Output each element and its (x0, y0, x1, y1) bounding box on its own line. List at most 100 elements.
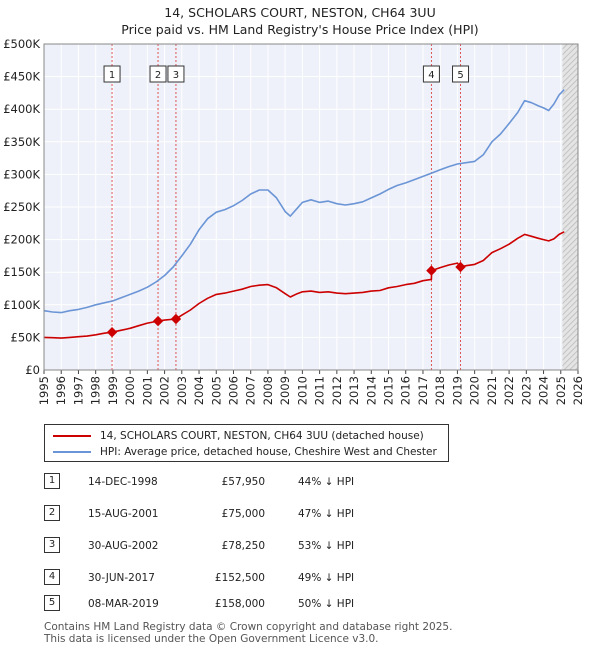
sale-label-5: 5 (457, 70, 463, 81)
sale-number-badge: 3 (44, 537, 60, 553)
grid-lines (43, 43, 579, 371)
y-tick-label: £350K (3, 135, 40, 149)
footer-line-1: Contains HM Land Registry data © Crown c… (44, 621, 453, 633)
price-chart: 1 2 3 4 5 £0 £50K £100K £150K £200K £250K £300K £35… (3, 37, 585, 405)
sale-hpi-diff: 44% ↓ HPI (298, 476, 355, 488)
y-tick-label: £150K (3, 265, 40, 279)
sale-number-badge: 5 (44, 595, 60, 611)
table-row: 3 30-AUG-2002 £78,250 53% ↓ HPI (0, 536, 600, 556)
sale-price: £57,950 (221, 476, 265, 488)
y-tick-label: £300K (3, 167, 40, 181)
x-tick-label: 2013 (347, 376, 361, 405)
x-tick-label: 2018 (433, 376, 447, 405)
legend-label-property: 14, SCHOLARS COURT, NESTON, CH64 3UU (de… (100, 430, 424, 442)
sale-point-5 (455, 261, 466, 273)
property-price-line (43, 231, 565, 339)
sale-label-box-3 (167, 65, 185, 83)
sale-point-1 (106, 327, 118, 338)
sale-label-box-2 (149, 65, 167, 83)
x-tick-label: 2023 (519, 376, 533, 405)
x-tick-label: 2017 (416, 376, 430, 405)
y-tick-label: £400K (3, 102, 40, 116)
chart-title: 14, SCHOLARS COURT, NESTON, CH64 3UU (164, 5, 436, 20)
axes: £0 £50K £100K £150K £200K £250K £300K £350K £400… (3, 37, 585, 405)
x-tick-label: 2014 (364, 376, 378, 405)
table-row: 5 08-MAR-2019 £158,000 50% ↓ HPI (0, 594, 600, 614)
sale-hpi-diff: 49% ↓ HPI (298, 572, 355, 584)
x-tick-label: 2005 (209, 376, 223, 405)
y-tick-label: £250K (3, 200, 40, 214)
x-tick-label: 2007 (244, 376, 258, 405)
x-tick-label: 2025 (554, 376, 568, 405)
x-tick-label: 1995 (37, 376, 51, 405)
x-tick-label: 2011 (313, 376, 327, 405)
table-row: 1 14-DEC-1998 £57,950 44% ↓ HPI (0, 472, 600, 492)
hpi-line (43, 89, 565, 314)
x-tick-label: 2020 (468, 376, 482, 405)
sale-point-2 (152, 315, 164, 327)
x-tick-label: 2012 (330, 376, 344, 405)
sale-hpi-diff: 47% ↓ HPI (298, 508, 355, 520)
x-tick-label: 2022 (502, 376, 516, 405)
sale-number-badge: 4 (44, 569, 60, 585)
x-tick-label: 2006 (226, 376, 240, 405)
y-tick-label: £200K (3, 233, 40, 247)
x-tick-label: 2009 (278, 376, 292, 405)
sale-price: £78,250 (221, 540, 265, 552)
sale-number-badge: 2 (44, 505, 60, 521)
x-tick-label: 2000 (123, 376, 137, 405)
y-tick-label: £50K (11, 330, 41, 344)
sale-label-4: 4 (428, 70, 434, 81)
x-tick-label: 1998 (89, 376, 103, 405)
x-tick-label: 2024 (537, 376, 551, 405)
sale-label-2: 2 (155, 70, 161, 81)
sale-label-box-5 (452, 65, 470, 83)
sale-hpi-diff: 50% ↓ HPI (298, 598, 355, 610)
sale-date: 08-MAR-2019 (88, 598, 159, 610)
chart-title-block: 14, SCHOLARS COURT, NESTON, CH64 3UU Pri… (0, 4, 600, 38)
x-tick-label: 2016 (399, 376, 413, 405)
sale-point-3 (170, 313, 182, 325)
series-lines (43, 89, 565, 339)
sale-label-box-1 (103, 65, 121, 83)
table-row: 4 30-JUN-2017 £152,500 49% ↓ HPI (0, 568, 600, 588)
y-tick-label: £100K (3, 298, 40, 312)
x-tick-label: 2004 (192, 376, 206, 405)
x-tick-label: 2021 (485, 376, 499, 405)
sale-points (106, 261, 466, 338)
x-tick-label: 1999 (106, 376, 120, 405)
x-tick-label: 2003 (175, 376, 189, 405)
footer-attribution: Contains HM Land Registry data © Crown c… (44, 621, 452, 645)
x-tick-label: 2002 (158, 376, 172, 405)
table-row: 2 15-AUG-2001 £75,000 47% ↓ HPI (0, 504, 600, 524)
chart-subtitle: Price paid vs. HM Land Registry's House … (121, 22, 479, 37)
x-tick-label: 2015 (382, 376, 396, 405)
sale-date: 30-JUN-2017 (88, 572, 155, 584)
legend-swatch-hpi (53, 451, 91, 453)
x-tick-label: 2008 (261, 376, 275, 405)
sale-price: £158,000 (214, 598, 265, 610)
x-tick-label: 2001 (140, 376, 154, 405)
y-tick-label: £450K (3, 70, 40, 84)
legend-swatch-property (53, 435, 91, 437)
chart-legend: 14, SCHOLARS COURT, NESTON, CH64 3UU (de… (44, 424, 449, 462)
sale-label-box-4 (422, 65, 440, 83)
sale-date: 14-DEC-1998 (88, 476, 158, 488)
x-tick-label: 1996 (54, 376, 68, 405)
footer-line-2: This data is licensed under the Open Gov… (44, 633, 379, 645)
x-tick-label: 1997 (71, 376, 85, 405)
sale-labels: 1 2 3 4 5 (103, 65, 470, 83)
forecast-region (562, 44, 578, 370)
sale-point-4 (426, 265, 437, 276)
sale-price: £152,500 (214, 572, 265, 584)
sale-label-1: 1 (109, 70, 115, 81)
sale-date: 30-AUG-2002 (88, 540, 159, 552)
sale-date: 15-AUG-2001 (88, 508, 159, 520)
plot-frame (43, 43, 579, 371)
x-tick-label: 2019 (450, 376, 464, 405)
sale-hpi-diff: 53% ↓ HPI (298, 540, 355, 552)
forecast-hatch (562, 44, 578, 370)
sale-price: £75,000 (221, 508, 265, 520)
y-tick-label: £0 (25, 363, 40, 377)
x-tick-label: 2010 (295, 376, 309, 405)
